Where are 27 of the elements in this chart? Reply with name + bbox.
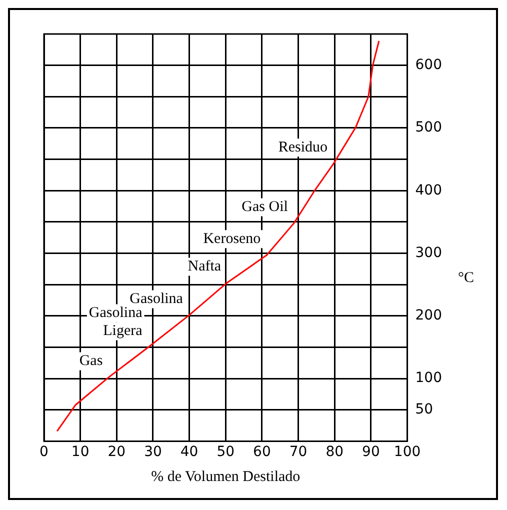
x-tick-label: 30 bbox=[144, 444, 162, 460]
annotation: Keroseno bbox=[203, 231, 261, 248]
x-tick-label: 20 bbox=[108, 444, 126, 460]
y-tick-label: 200 bbox=[415, 308, 442, 324]
x-tick-label: 60 bbox=[253, 444, 271, 460]
x-tick-label: 10 bbox=[71, 444, 90, 460]
y-tick-label: 50 bbox=[415, 402, 434, 418]
x-tick-label: 100 bbox=[394, 444, 421, 460]
y-tick-label: 300 bbox=[415, 244, 442, 261]
y-tick-label: 100 bbox=[415, 370, 442, 386]
y-tick-label: 600 bbox=[415, 56, 442, 73]
annotation: Nafta bbox=[188, 258, 222, 275]
x-tick-label: 80 bbox=[326, 444, 344, 460]
annotation: Gasolina bbox=[130, 291, 184, 308]
y-axis-title: °C bbox=[458, 270, 474, 287]
x-tick-label: 40 bbox=[180, 444, 198, 460]
y-tick-label: 400 bbox=[415, 182, 442, 198]
x-axis-title: % de Volumen Destilado bbox=[151, 468, 300, 485]
annotation: Gas Oil bbox=[242, 199, 288, 216]
x-tick-label: 0 bbox=[40, 444, 48, 460]
x-tick-label: 70 bbox=[289, 444, 308, 460]
x-tick-label: 50 bbox=[216, 444, 235, 460]
annotation: Gas bbox=[79, 353, 103, 370]
annotation: Gasolina Ligera bbox=[88, 305, 143, 340]
annotation: Residuo bbox=[278, 140, 328, 156]
y-tick-label: 500 bbox=[415, 120, 442, 136]
x-tick-label: 90 bbox=[362, 444, 380, 460]
